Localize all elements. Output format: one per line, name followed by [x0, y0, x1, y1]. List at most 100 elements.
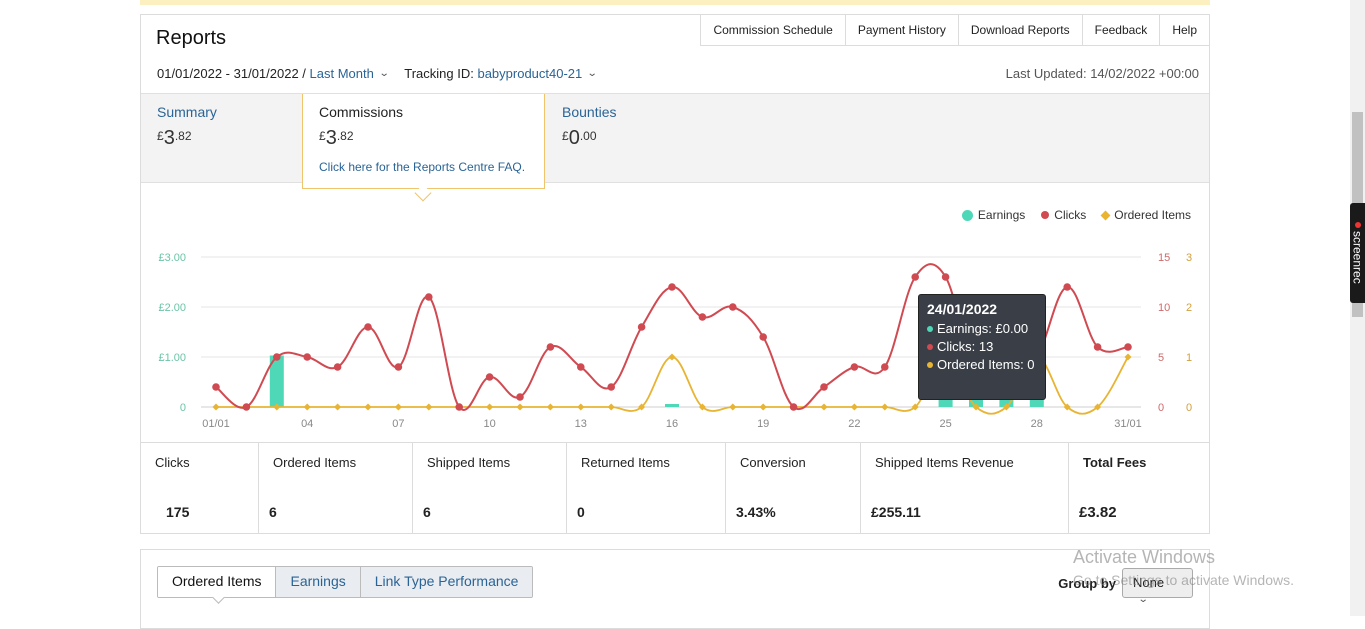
stat-total-fees: Total Fees £3.82 [1079, 455, 1147, 521]
page-title: Reports [156, 27, 227, 49]
clicks-point [546, 343, 555, 351]
clicks-point [759, 333, 767, 341]
tab-link-type-performance[interactable]: Link Type Performance [359, 567, 533, 597]
summary-amount: £3.82 [157, 127, 192, 149]
clicks-point [455, 403, 464, 411]
commission-schedule-link[interactable]: Commission Schedule [701, 15, 846, 45]
ordered-items-point [1124, 353, 1132, 361]
commissions-amount: £3.82 [319, 127, 354, 149]
earnings-dot-icon [927, 325, 933, 332]
tooltip-clicks: Clicks: 13 [937, 339, 994, 354]
chevron-down-icon[interactable]: ⌄ [378, 68, 390, 79]
ordered-items-point [698, 403, 706, 411]
range-select[interactable]: Last Month [309, 66, 374, 81]
legend-ordered-items[interactable]: Ordered Items [1100, 208, 1191, 222]
x-tick-label: 10 [483, 418, 495, 430]
tracking-id-select[interactable]: babyproduct40-21 [477, 66, 583, 81]
y-tick-earnings: £2.00 [158, 302, 186, 314]
y-tick-earnings: 0 [180, 402, 186, 414]
details-tabs: Ordered Items Earnings Link Type Perform… [157, 566, 534, 598]
x-tick-label: 13 [575, 418, 587, 430]
last-updated: Last Updated: 14/02/2022 +00:00 [1005, 66, 1199, 81]
commissions-chart[interactable]: £3.00 15 3£2.00 10 2£1.00 5 10 0 001/01 04 07 10 13 1… [141, 235, 1209, 435]
details-panel: Ordered Items Earnings Link Type Perform… [140, 549, 1210, 629]
tab-summary[interactable]: Summary £3.82 [141, 94, 301, 182]
y-tick-clicks: 5 [1158, 352, 1164, 364]
stat-returned-items: Returned Items 0 [567, 443, 726, 534]
y-tick-ordered: 3 [1186, 252, 1192, 264]
ordered-items-point [212, 403, 220, 411]
ordered-items-point [577, 403, 585, 411]
x-tick-label: 31/01 [1114, 418, 1142, 430]
ordered-items-point [911, 403, 919, 411]
tab-bounties[interactable]: Bounties £0.00 [546, 94, 706, 182]
activate-windows-watermark: Activate Windows Go to Settings to activ… [1073, 547, 1294, 588]
clicks-point [394, 363, 403, 371]
legend-clicks[interactable]: Clicks [1041, 208, 1086, 222]
ordered-diamond-icon [1100, 210, 1111, 220]
chevron-down-icon[interactable]: ⌄ [587, 68, 598, 79]
ordered-items-point [303, 403, 311, 411]
tooltip-ordered: Ordered Items: 0 [937, 357, 1035, 372]
earnings-bar [269, 355, 284, 407]
stat-conversion: Conversion 3.43% [726, 443, 861, 534]
y-tick-clicks: 0 [1158, 402, 1164, 414]
top-links: Commission Schedule Payment History Down… [700, 15, 1209, 46]
stats-row: Clicks 175 Ordered Items 6 Shipped Items 6 … [141, 442, 1209, 534]
stat-clicks: Clicks 175 [141, 443, 259, 534]
ordered-items-point [546, 403, 554, 411]
date-range: 01/01/2022 - 31/01/2022 / [157, 66, 306, 81]
legend-earnings[interactable]: Earnings [961, 208, 1025, 222]
clicks-point [668, 283, 676, 291]
tab-commissions-label: Commissions [319, 104, 404, 120]
x-tick-label: 01/01 [202, 418, 230, 430]
group-by-select[interactable]: None ⌄ [1122, 568, 1193, 605]
ordered-items-point [486, 403, 494, 411]
x-tick-label: 22 [848, 418, 860, 430]
clicks-point [577, 363, 585, 371]
ordered-items-point [972, 403, 980, 411]
clicks-point [729, 303, 737, 311]
chart-tooltip: 24/01/2022 Earnings: £0.00 Clicks: 13 Or… [918, 294, 1046, 400]
clicks-point [911, 273, 919, 281]
clicks-point [425, 293, 433, 301]
faq-link[interactable]: Click here for the Reports Centre FAQ. [319, 160, 526, 174]
feedback-link[interactable]: Feedback [1083, 15, 1161, 45]
y-tick-ordered: 0 [1186, 402, 1192, 414]
scrollbar[interactable] [1350, 0, 1365, 616]
y-tick-clicks: 15 [1158, 252, 1170, 264]
ordered-items-point [820, 403, 828, 411]
stat-shipped-items: Shipped Items 6 [413, 443, 567, 534]
tracking-label: Tracking ID: [404, 66, 474, 81]
tab-bounties-label: Bounties [562, 104, 617, 120]
payment-history-link[interactable]: Payment History [846, 15, 959, 45]
clicks-point [303, 353, 311, 361]
ordered-items-point [850, 403, 858, 411]
tab-commissions[interactable]: Commissions £3.82 Click here for the Rep… [302, 94, 545, 189]
x-tick-label: 19 [757, 418, 769, 430]
record-icon [1354, 222, 1361, 229]
clicks-point [698, 313, 707, 321]
ordered-items-point [1002, 403, 1010, 411]
y-tick-ordered: 1 [1186, 352, 1192, 364]
tab-summary-label: Summary [157, 104, 217, 120]
clicks-point [212, 383, 220, 391]
bounties-amount: £0.00 [562, 127, 597, 149]
tab-earnings[interactable]: Earnings [275, 567, 360, 597]
group-by-label: Group by [1058, 575, 1116, 591]
report-tabs: Summary £3.82 Commissions £3.82 Click he… [141, 93, 1209, 189]
x-tick-label: 04 [301, 418, 313, 430]
clicks-point [364, 323, 372, 331]
y-tick-earnings: £1.00 [158, 352, 186, 364]
ordered-items-point [516, 403, 524, 411]
clicks-point [273, 353, 281, 361]
earnings-bar [665, 404, 679, 407]
ordered-items-point [273, 403, 281, 411]
screenrec-badge[interactable]: screenrec [1350, 203, 1365, 303]
help-link[interactable]: Help [1172, 23, 1197, 37]
x-tick-label: 16 [666, 418, 678, 430]
clicks-point [242, 403, 251, 411]
earnings-dot-icon [961, 209, 973, 221]
download-reports-link[interactable]: Download Reports [959, 15, 1083, 45]
ordered-items-point [668, 353, 676, 361]
